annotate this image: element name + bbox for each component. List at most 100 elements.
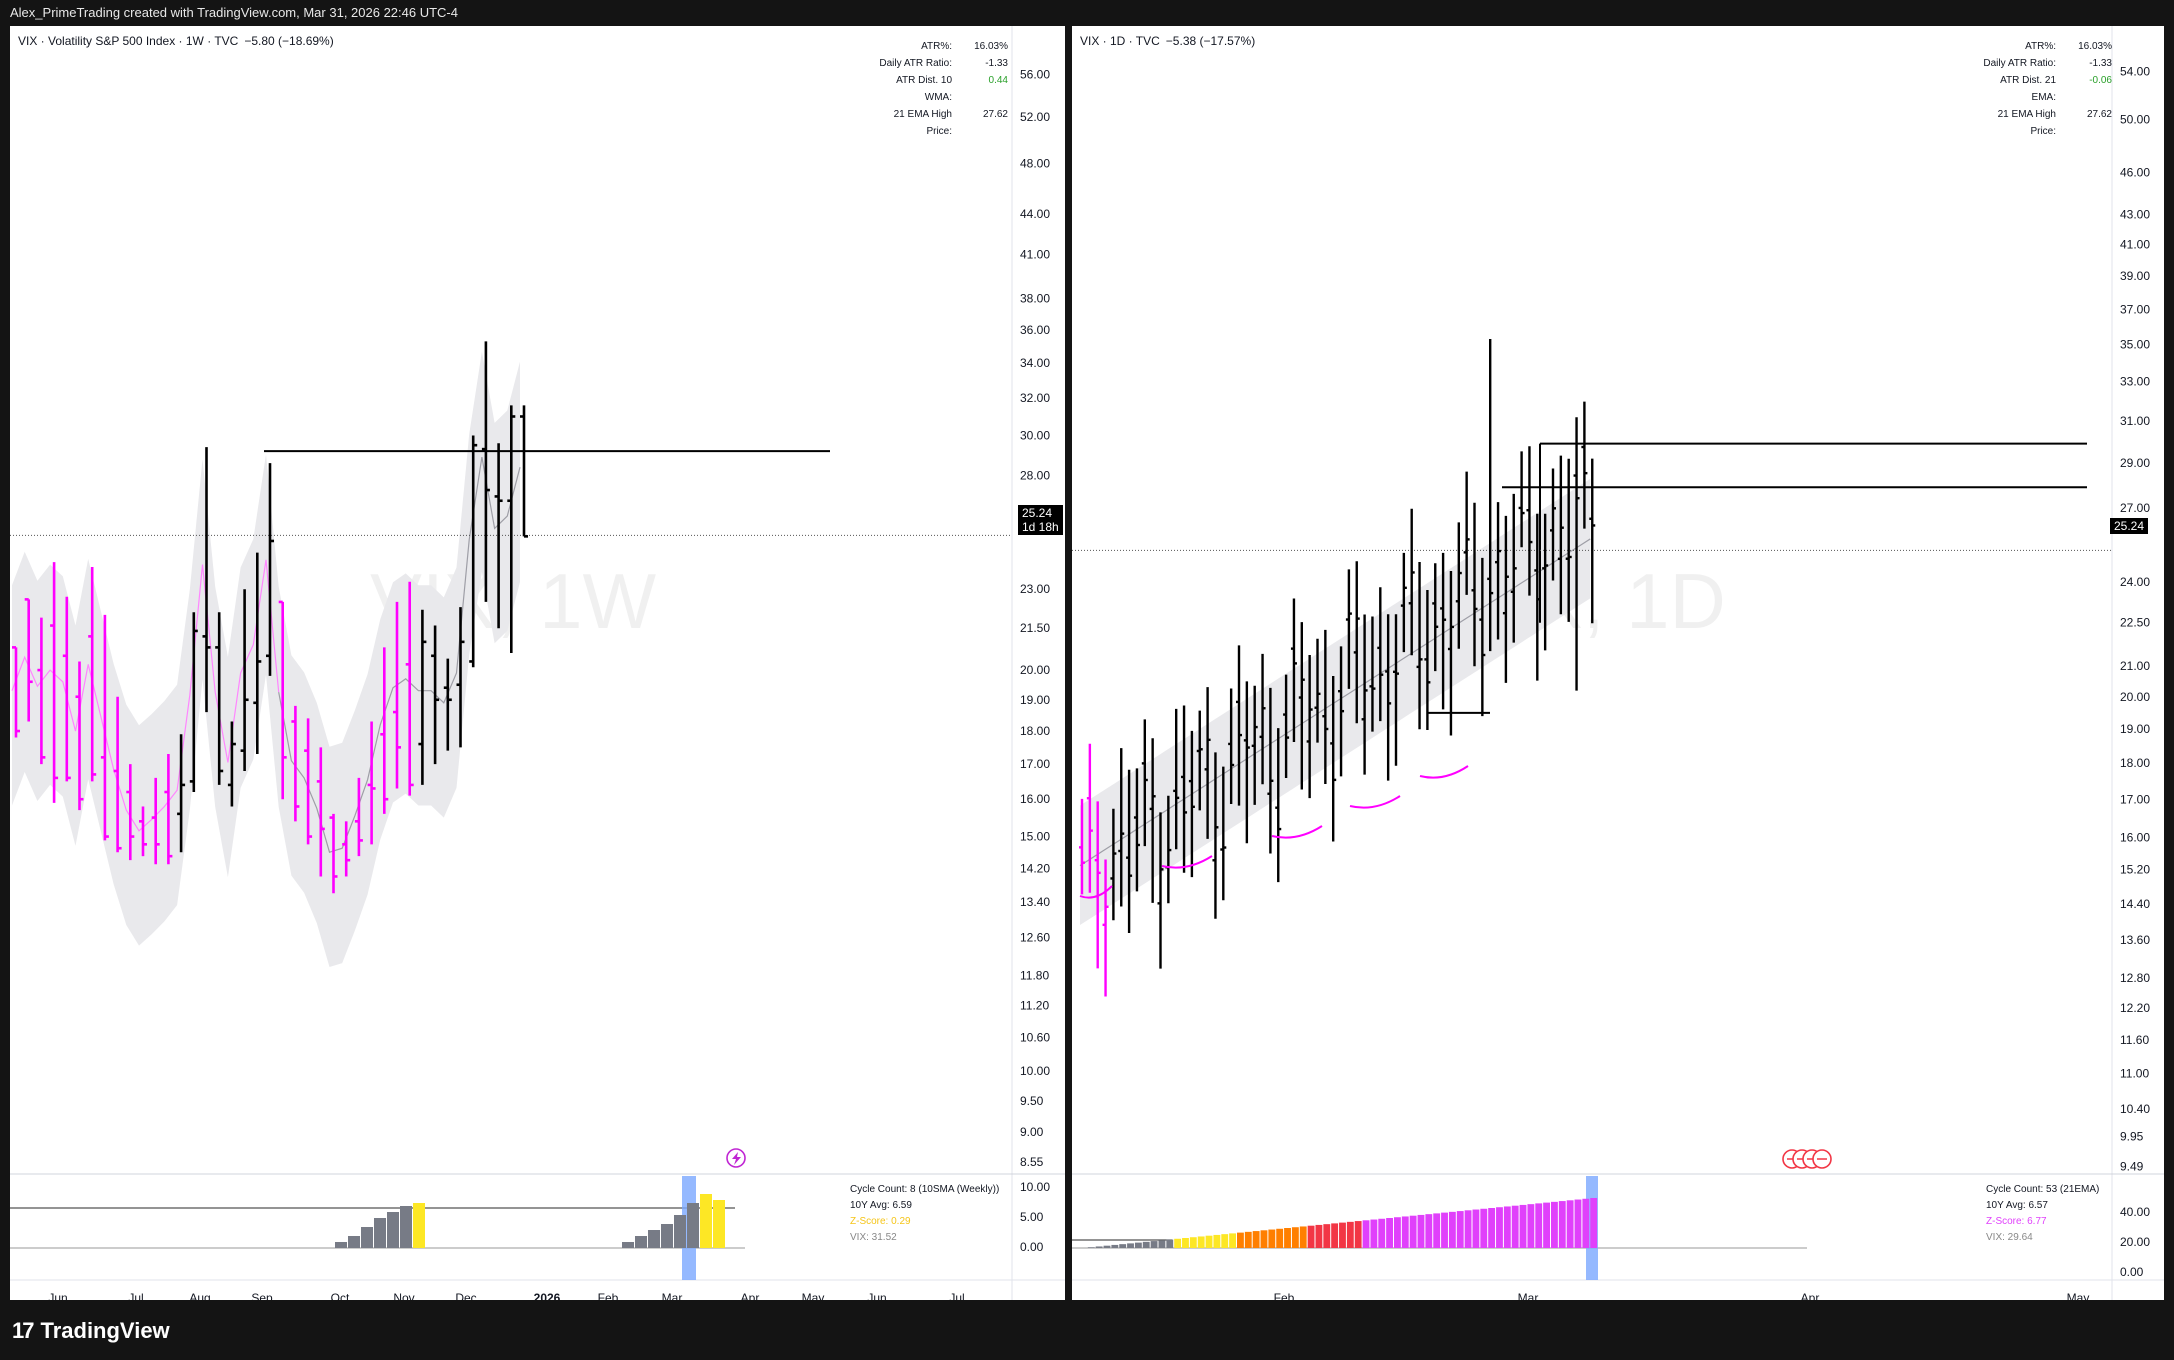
osc-bar	[1448, 1211, 1456, 1248]
ohlc-bar	[316, 747, 325, 877]
ohlc-bar	[1408, 508, 1415, 656]
weekly-symbol: VIX · Volatility S&P 500 Index · 1W · TV…	[18, 34, 239, 48]
daily-info-value: 27.62	[2086, 109, 2112, 120]
ohlc-bar	[469, 435, 478, 668]
price-tick-label: 24.00	[2120, 575, 2150, 589]
ohlc-bar	[1118, 748, 1125, 907]
ohlc-bar	[1157, 812, 1164, 969]
weekly-chart-svg[interactable]: 56.00 52.00 48.00 44.00 41.00 38.00 36.00 34.00…	[10, 26, 1065, 1300]
osc-bar	[1354, 1221, 1362, 1248]
osc-bar	[1582, 1198, 1590, 1248]
ohlc-bar	[304, 718, 313, 845]
price-tick-label: 43.00	[2120, 208, 2150, 222]
weekly-last-price: 25.24	[1022, 506, 1053, 520]
ohlc-bar	[1306, 654, 1313, 799]
time-tick-label: Oct	[331, 1291, 350, 1300]
osc-bar	[1315, 1224, 1323, 1248]
ohlc-bar	[1141, 719, 1148, 847]
osc-bar	[1362, 1220, 1370, 1248]
ohlc-bar	[1526, 446, 1533, 596]
price-tick-label: 12.20	[2120, 1001, 2150, 1015]
daily-chart-svg[interactable]: 54.00 50.00 46.00 43.00 41.00 39.00 37.00 35.00…	[1072, 26, 2164, 1300]
price-tick-label: 13.40	[1020, 895, 1050, 909]
daily-info-row: Daily ATR Ratio: -1.33	[1974, 55, 2112, 72]
ohlc-bar	[1447, 571, 1454, 736]
osc-bar	[1433, 1213, 1441, 1248]
osc-bar	[1503, 1206, 1511, 1248]
weekly-change: −5.80 (−18.69%)	[244, 34, 334, 48]
weekly-osc-label: VIX: 31.52	[850, 1232, 897, 1243]
osc-bar	[1244, 1231, 1252, 1248]
osc-bar	[1370, 1219, 1378, 1248]
time-tick-label: Jul	[128, 1291, 143, 1300]
ohlc-bar	[329, 813, 338, 894]
osc-axis-label: 0.00	[2120, 1265, 2144, 1279]
ohlc-bar	[393, 601, 401, 789]
price-tick-label: 35.00	[2120, 337, 2150, 351]
tradingview-logo[interactable]: 17 TradingView	[12, 1316, 170, 1346]
osc-bar	[335, 1242, 347, 1248]
osc-bar	[1441, 1212, 1448, 1248]
weekly-osc-label: Z-Score: 0.29	[850, 1216, 911, 1227]
time-tick-label: Jun	[867, 1291, 886, 1300]
price-tick-label: 10.40	[2120, 1102, 2150, 1116]
time-tick-label: Jun	[48, 1291, 67, 1300]
weekly-info-row: ATR Dist. 10 WMA: 0.44	[870, 72, 1008, 106]
daily-info-row: ATR Dist. 21 EMA: -0.06	[1974, 72, 2112, 106]
pattern-arc	[1079, 885, 1113, 899]
ohlc-bar	[1557, 455, 1564, 615]
ohlc-bar	[1463, 471, 1470, 595]
daily-info-key: 21 EMA High Price:	[1997, 109, 2056, 137]
price-tick-label: 12.80	[2120, 971, 2150, 985]
price-tick-label: 38.00	[1020, 292, 1050, 306]
daily-last-price: 25.24	[2114, 519, 2145, 533]
osc-bar	[348, 1236, 360, 1248]
ohlc-bar	[1251, 685, 1258, 805]
daily-info-key: Daily ATR Ratio:	[1983, 58, 2056, 69]
ohlc-bar	[1228, 688, 1235, 805]
osc-bar	[1464, 1210, 1472, 1248]
price-tick-label: 11.80	[1020, 968, 1049, 982]
osc-bar	[1142, 1241, 1150, 1248]
price-tick-label: 27.00	[2120, 501, 2150, 515]
price-tick-label: 44.00	[1020, 207, 1050, 221]
price-tick-label: 32.00	[1020, 391, 1050, 405]
osc-bar	[1566, 1200, 1574, 1248]
osc-bar	[1496, 1207, 1503, 1248]
time-tick-label: May	[2067, 1291, 2090, 1300]
osc-bar	[1331, 1223, 1339, 1248]
price-tick-label: 16.00	[1020, 792, 1050, 806]
ohlc-bar	[151, 777, 160, 865]
ohlc-bar	[1102, 859, 1109, 997]
osc-bar	[1527, 1204, 1535, 1248]
ohlc-bar	[266, 463, 274, 676]
ohlc-bar	[75, 661, 84, 811]
price-tick-label: 10.60	[1020, 1030, 1050, 1044]
osc-bar	[1558, 1201, 1566, 1248]
osc-bar	[1535, 1203, 1543, 1248]
price-tick-label: 11.20	[1020, 999, 1049, 1013]
weekly-atr-table: ATR%: 16.03% Daily ATR Ratio: -1.33 ATR Dist…	[870, 38, 1008, 140]
osc-bar	[1268, 1229, 1276, 1248]
osc-bar	[1551, 1201, 1558, 1248]
weekly-info-value: 27.62	[982, 109, 1008, 120]
price-tick-label: 18.00	[2120, 756, 2150, 770]
osc-bar	[1095, 1246, 1103, 1248]
osc-bar	[1174, 1238, 1182, 1248]
ohlc-bar	[1322, 629, 1329, 785]
ohlc-bar	[367, 721, 376, 845]
ohlc-bar	[1188, 730, 1195, 878]
osc-bar	[413, 1203, 425, 1248]
osc-bar	[1284, 1228, 1291, 1248]
daily-info-row: 21 EMA High Price: 27.62	[1974, 106, 2112, 140]
weekly-chart-panel[interactable]: VIX, 1W 56.0052.0048.0044.0041.0038.0036…	[10, 26, 1065, 1300]
osc-bar	[1394, 1217, 1401, 1248]
price-tick-label: 14.20	[1020, 861, 1050, 875]
ema-line-gray	[278, 456, 521, 853]
daily-chart-panel[interactable]: VIX, 1D 54.0050.0046.0043.0041.0039.0037…	[1072, 26, 2164, 1300]
time-tick-label: Dec	[455, 1291, 476, 1300]
ohlc-bar	[1487, 339, 1494, 652]
pattern-arc	[1161, 855, 1213, 869]
osc-bar	[400, 1206, 412, 1248]
osc-bar	[1221, 1234, 1229, 1248]
